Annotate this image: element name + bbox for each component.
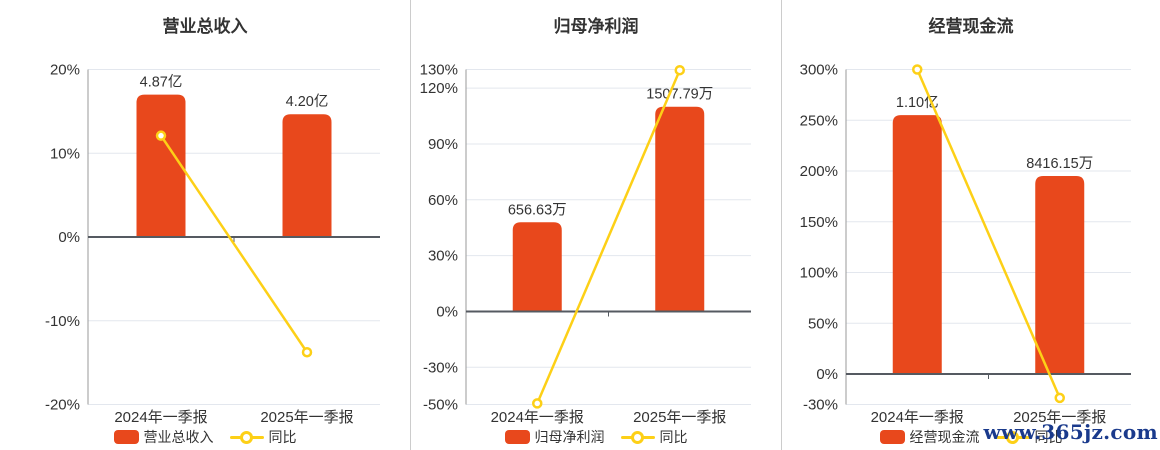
legend-item-line[interactable]: 同比: [995, 427, 1063, 447]
x-axis-label: 2025年一季报: [1013, 409, 1107, 426]
legend-label: 同比: [268, 429, 297, 445]
legend-label: 同比: [1034, 429, 1063, 445]
legend: 营业总收入 同比: [0, 427, 410, 447]
legend-label: 归母净利润: [534, 429, 605, 445]
chart-plot: 20% 10% 0% -10% -20% 4.87亿 4.20亿: [45, 62, 380, 414]
svg-text:150%: 150%: [800, 214, 838, 231]
legend-item-line[interactable]: 同比: [229, 427, 297, 447]
svg-text:4.87亿: 4.87亿: [140, 74, 183, 91]
svg-text:-10%: -10%: [45, 313, 80, 330]
svg-text:120%: 120%: [420, 80, 458, 97]
bar-swatch-icon: [113, 430, 139, 444]
svg-text:8416.15万: 8416.15万: [1026, 156, 1093, 172]
chart-title: 营业总收入: [162, 17, 248, 36]
x-axis-label: 2024年一季报: [114, 409, 208, 426]
legend-label: 经营现金流: [909, 429, 980, 445]
legend-item-line[interactable]: 同比: [620, 427, 688, 447]
svg-text:0%: 0%: [816, 366, 838, 383]
svg-text:656.63万: 656.63万: [508, 202, 567, 218]
svg-text:90%: 90%: [428, 136, 458, 153]
svg-text:0%: 0%: [436, 303, 458, 320]
x-axis-label: 2024年一季报: [490, 409, 584, 426]
svg-text:200%: 200%: [800, 163, 838, 180]
chart-title: 经营现金流: [928, 17, 1014, 36]
svg-text:0%: 0%: [58, 229, 80, 246]
legend: 归母净利润 同比: [411, 427, 781, 447]
svg-text:60%: 60%: [428, 192, 458, 209]
svg-text:300%: 300%: [800, 62, 838, 79]
svg-text:30%: 30%: [428, 248, 458, 265]
x-axis-label: 2024年一季报: [870, 409, 964, 426]
svg-text:-30%: -30%: [423, 359, 458, 376]
chart-title: 归母净利润: [553, 17, 639, 36]
legend-item-bar[interactable]: 归母净利润: [504, 427, 605, 447]
bar-swatch-icon: [879, 430, 905, 444]
svg-text:1507.79万: 1507.79万: [646, 87, 713, 103]
line-marker-icon: [229, 430, 264, 444]
svg-text:50%: 50%: [808, 315, 838, 332]
svg-text:100%: 100%: [800, 265, 838, 282]
legend-label: 同比: [659, 429, 688, 445]
legend-label: 营业总收入: [143, 429, 214, 445]
svg-text:-20%: -20%: [45, 397, 80, 414]
x-axis-label: 2025年一季报: [633, 409, 727, 426]
x-axis-label: 2025年一季报: [260, 409, 354, 426]
chart-plot: 300% 250% 200% 150% 100% 50% 0% -30% 1.10亿 8416.1…: [800, 62, 1131, 414]
chart-panel-2: 归母净利润 130% 120% 90% 60% 30% 0% -30% -50% 656.63万…: [410, 0, 781, 450]
svg-text:20%: 20%: [50, 62, 80, 79]
svg-text:-30%: -30%: [803, 397, 838, 414]
svg-text:-50%: -50%: [423, 397, 458, 414]
svg-text:4.20亿: 4.20亿: [286, 93, 329, 110]
svg-text:130%: 130%: [420, 62, 458, 79]
bar-swatch-icon: [504, 430, 530, 444]
watermark: www.365jz.com: [983, 420, 1158, 444]
chart-panel-1: 营业总收入 20% 10% 0% -10% -20% 4.87亿 4.20亿 2024年一季…: [0, 0, 410, 450]
legend: 经营现金流 同比: [782, 427, 1160, 447]
legend-item-bar[interactable]: 营业总收入: [113, 427, 214, 447]
chart-panel-3: 经营现金流 300% 250% 200% 150% 100% 50% 0% -30% 1.10亿…: [781, 0, 1160, 450]
line-marker-icon: [995, 430, 1030, 444]
line-marker-icon: [620, 430, 655, 444]
legend-item-bar[interactable]: 经营现金流: [879, 427, 980, 447]
svg-text:1.10亿: 1.10亿: [896, 94, 939, 111]
svg-text:10%: 10%: [50, 145, 80, 162]
svg-text:250%: 250%: [800, 112, 838, 129]
chart-plot: 130%120% 90% 60% 30% 0% -30% -50% 656.63万 1507.7…: [420, 62, 751, 414]
